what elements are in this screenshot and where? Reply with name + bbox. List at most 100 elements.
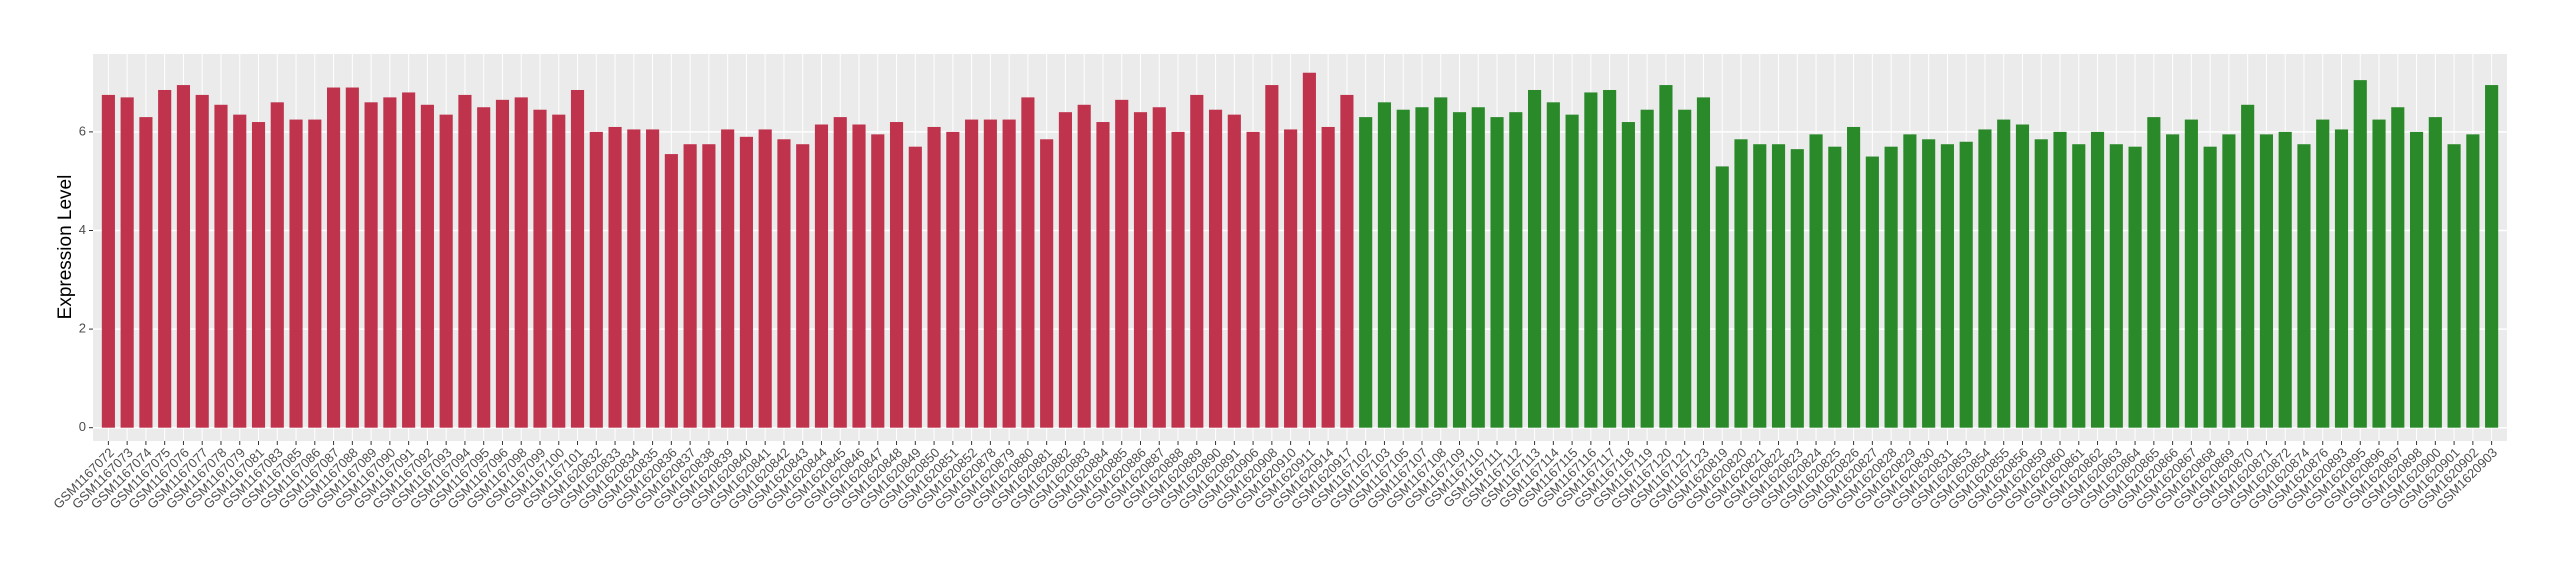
bar — [1940, 144, 1954, 428]
bar — [1284, 129, 1298, 428]
bar — [1696, 97, 1711, 428]
bar — [2053, 131, 2067, 428]
bar — [1058, 112, 1072, 428]
bar — [1490, 117, 1504, 428]
bar — [608, 126, 622, 428]
bar — [1753, 144, 1767, 428]
bar — [270, 102, 284, 428]
bar — [364, 102, 378, 428]
bar — [1096, 122, 1110, 428]
bar — [345, 87, 359, 428]
bar — [176, 85, 191, 428]
y-tick-label: 4 — [79, 222, 86, 237]
bar — [1847, 126, 1861, 428]
bar — [1265, 85, 1279, 428]
bar — [1021, 97, 1035, 428]
bar — [1471, 107, 1485, 428]
y-tick-label: 6 — [79, 123, 86, 138]
bar — [1640, 109, 1654, 428]
bar — [120, 97, 134, 428]
bar — [1621, 122, 1635, 428]
bar — [889, 122, 904, 428]
bar — [402, 92, 416, 428]
bar — [420, 104, 434, 428]
bar — [2372, 119, 2386, 428]
bar — [1396, 109, 1410, 428]
bar — [777, 139, 791, 428]
bar — [2072, 144, 2086, 428]
bar — [1359, 117, 1373, 428]
bar — [852, 124, 866, 428]
bar — [1002, 119, 1016, 428]
bar — [1171, 131, 1185, 428]
y-axis-label: Expression Level — [55, 175, 76, 320]
bar — [814, 124, 829, 428]
bar — [1509, 112, 1523, 428]
bar — [1415, 107, 1429, 428]
bar — [796, 144, 810, 428]
bar — [702, 144, 716, 428]
bar — [533, 109, 547, 428]
bar — [1922, 139, 1936, 428]
bar — [1227, 114, 1241, 428]
bar — [2109, 144, 2123, 428]
bar — [2203, 146, 2217, 428]
bar — [871, 134, 885, 428]
bar — [2090, 131, 2105, 428]
bar — [514, 97, 528, 428]
bar — [2278, 131, 2292, 428]
bar — [758, 129, 772, 428]
bar — [1997, 119, 2011, 428]
bar — [646, 129, 660, 428]
bar — [251, 122, 266, 428]
bar — [721, 129, 735, 428]
bar — [2015, 124, 2030, 428]
bar — [1678, 109, 1692, 428]
bar — [2166, 134, 2180, 428]
bar — [2241, 104, 2255, 428]
bar — [439, 114, 453, 428]
bar — [1715, 166, 1729, 428]
bar — [1790, 149, 1804, 428]
bar — [1115, 99, 1129, 428]
bar — [570, 89, 585, 428]
bar — [2128, 146, 2142, 428]
bar — [2222, 134, 2236, 428]
bar — [1321, 126, 1335, 428]
bar — [327, 87, 341, 428]
bar — [552, 114, 566, 428]
bar — [2334, 129, 2349, 428]
bar — [1903, 134, 1917, 428]
bar — [139, 117, 153, 428]
bar — [1771, 144, 1786, 428]
bar — [1377, 102, 1392, 428]
bar — [2447, 144, 2461, 428]
bar — [2391, 107, 2405, 428]
bar — [627, 129, 641, 428]
bar — [2409, 131, 2424, 428]
bar — [1434, 97, 1448, 428]
bar — [1077, 104, 1091, 428]
bar — [2147, 117, 2161, 428]
bar — [589, 131, 603, 428]
bar — [383, 97, 397, 428]
y-tick-label: 2 — [79, 321, 86, 336]
bar — [1133, 112, 1148, 428]
bar — [195, 94, 209, 428]
bar — [158, 89, 172, 428]
bar — [1246, 131, 1260, 428]
bar — [1884, 146, 1898, 428]
bar — [1452, 112, 1467, 428]
bar — [833, 117, 847, 428]
bar — [2259, 134, 2273, 428]
bar — [233, 114, 247, 428]
bar — [1302, 72, 1316, 428]
bar — [1152, 107, 1166, 428]
bar — [664, 154, 678, 428]
bar — [308, 119, 322, 428]
bar — [2485, 85, 2499, 428]
bar — [1603, 89, 1617, 428]
bar — [1546, 102, 1560, 428]
bar — [2184, 119, 2198, 428]
